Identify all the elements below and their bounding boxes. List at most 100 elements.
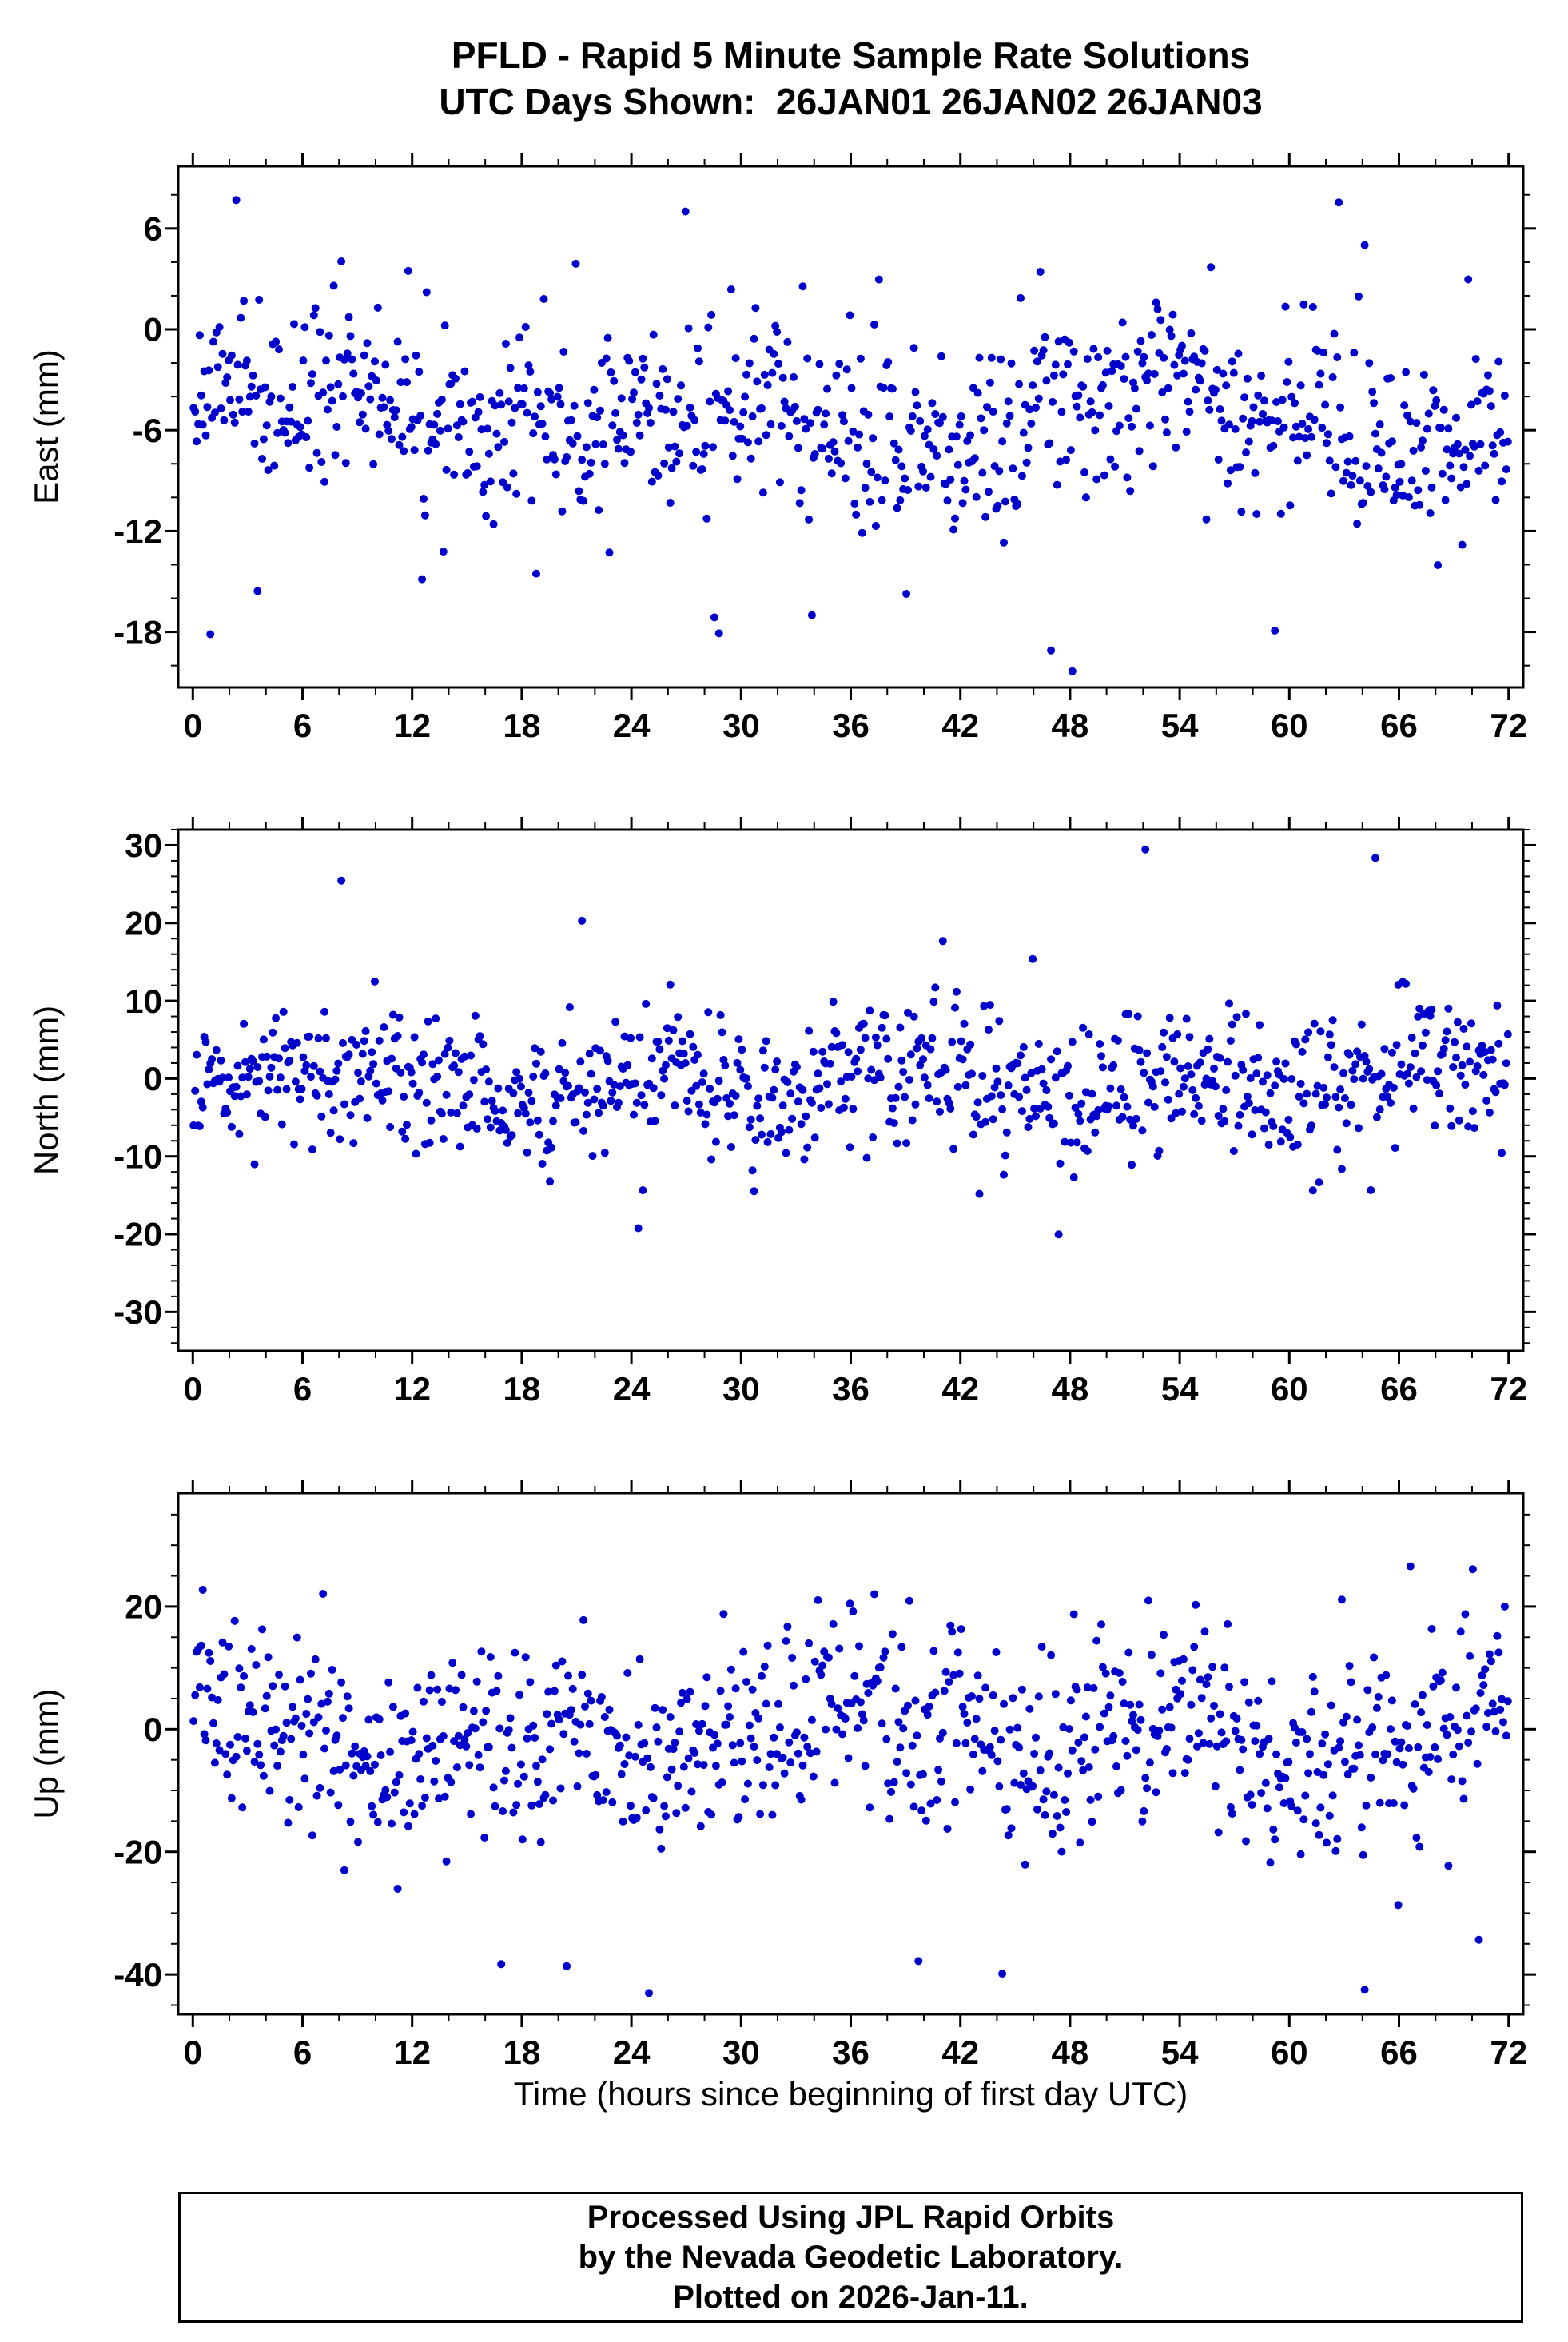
data-point [805,1026,814,1035]
data-point [1027,419,1036,428]
data-point [348,355,356,364]
data-point [1287,392,1296,401]
data-point [1377,448,1386,457]
data-point [596,1046,604,1055]
data-point [1211,1082,1220,1091]
data-point [549,1117,557,1125]
data-point [337,257,346,265]
data-point [1291,422,1300,431]
data-point [384,1087,393,1096]
data-point [951,514,959,523]
data-point [645,1989,653,1997]
data-point [896,1743,905,1752]
data-point [1439,1724,1448,1733]
data-point [997,1091,1005,1100]
data-point [1476,1689,1485,1697]
data-point [1503,437,1512,446]
tick-label: 48 [1052,2033,1089,2071]
data-point [1467,400,1475,409]
footer-line2: by the Nevada Geodetic Laboratory. [578,2240,1124,2275]
data-point [1455,449,1463,458]
data-point [1476,440,1485,448]
data-point [344,1050,353,1059]
data-point [1179,369,1188,378]
data-point [1307,1707,1315,1716]
data-point [499,1106,507,1115]
data-point [972,1113,981,1121]
data-point [906,1050,915,1059]
data-point [614,1098,623,1107]
data-point [307,379,315,388]
data-point [533,1778,542,1786]
data-point [1470,1124,1478,1133]
data-point [294,1802,303,1811]
data-point [1478,1042,1486,1050]
data-point [1138,1126,1147,1135]
data-point [1429,1682,1438,1691]
data-point [1485,1650,1494,1659]
data-point [743,438,752,447]
data-point [477,1647,486,1656]
tick-label: -12 [113,512,162,550]
data-point [479,1718,488,1727]
data-point [410,1033,419,1042]
data-point [1098,1063,1107,1072]
data-point [651,1117,659,1125]
data-point [1269,441,1278,450]
data-point [401,1134,410,1143]
data-point [590,1095,599,1104]
data-point [339,1714,347,1723]
data-point [707,1155,716,1164]
data-point [1494,1039,1503,1048]
data-point [1025,1704,1034,1713]
data-point [291,1077,300,1086]
data-point [225,1642,233,1651]
data-point [1431,1743,1439,1751]
data-point [427,1671,436,1679]
data-point [317,1112,326,1121]
data-point [1204,396,1212,405]
data-point [1059,370,1068,379]
data-point [363,1752,372,1761]
data-point [1164,384,1172,392]
data-point [526,1118,535,1127]
data-point [1034,1039,1043,1048]
data-point [773,1057,782,1065]
data-point [1363,482,1372,490]
data-point [1327,489,1335,498]
data-point [1179,1082,1188,1091]
data-point [1242,448,1250,457]
data-point [583,399,592,408]
data-point [1482,1723,1491,1731]
data-point [1184,1062,1192,1070]
data-point [1272,1750,1281,1758]
data-point [1025,1114,1034,1123]
data-point [884,1779,893,1788]
data-point [686,404,694,412]
data-point [425,1686,434,1695]
data-point [613,436,621,444]
data-point [511,1648,519,1657]
data-point [220,416,229,424]
data-point [500,1776,508,1785]
tick-label: -20 [113,1833,162,1870]
data-point [1323,1053,1332,1061]
data-point [649,1084,658,1093]
data-point [368,1802,376,1810]
data-point [452,1763,461,1772]
data-point [739,408,748,416]
data-point [969,1750,977,1758]
data-point [393,1885,402,1893]
data-point [1298,1728,1307,1736]
data-point [1205,1739,1214,1748]
data-point [1126,1700,1135,1709]
data-point [1013,1723,1022,1732]
data-point [247,382,256,391]
data-point [307,1669,315,1678]
data-point [1123,1102,1132,1111]
data-point [372,1079,380,1088]
data-point [579,1615,588,1624]
data-point [882,1034,891,1043]
data-point [1150,1102,1159,1111]
data-point [1168,1769,1177,1778]
